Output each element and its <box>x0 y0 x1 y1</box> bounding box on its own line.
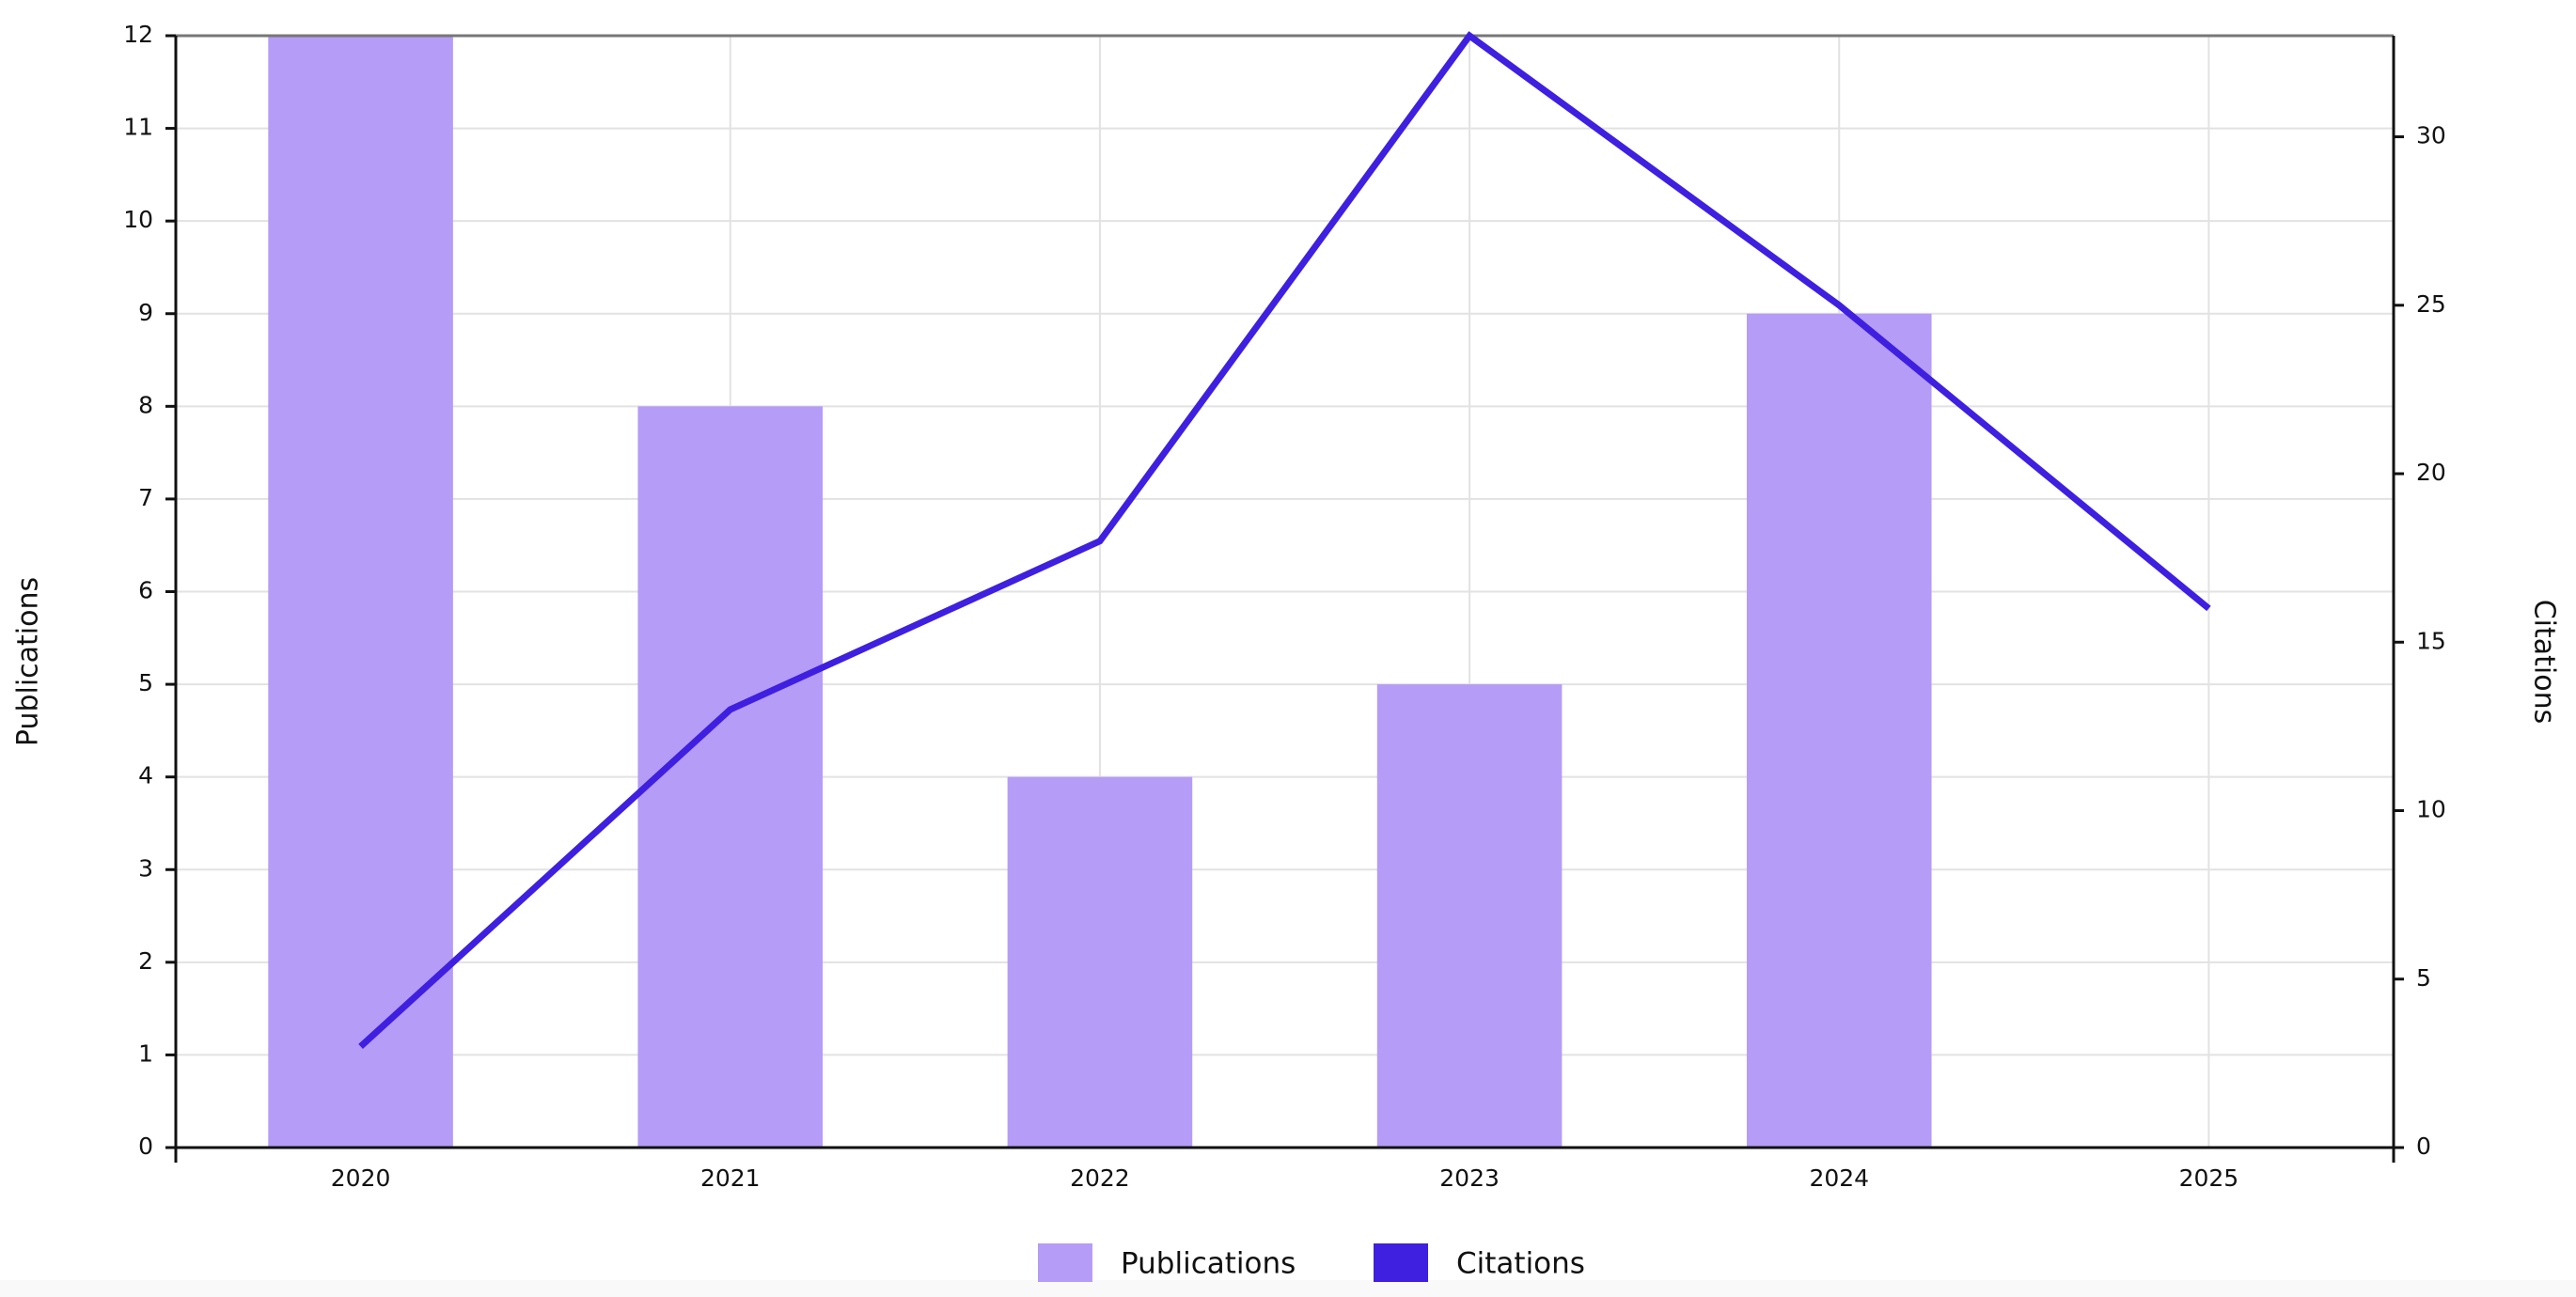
footer-strip <box>0 1280 2576 1297</box>
x-tick-label: 2023 <box>1439 1164 1500 1192</box>
line <box>358 31 2211 1050</box>
y2-tick-label: 0 <box>2416 1133 2431 1160</box>
x-tick-label: 2022 <box>1070 1164 1130 1192</box>
y-tick-label: 6 <box>138 577 153 604</box>
y2-tick-label: 20 <box>2416 459 2446 486</box>
x-tick-label: 2021 <box>700 1164 761 1192</box>
y-tick-label: 11 <box>123 114 153 141</box>
y2-tick-label: 30 <box>2416 122 2446 149</box>
y2-tick-label: 25 <box>2416 290 2446 318</box>
bar <box>637 406 824 1148</box>
legend-swatch <box>1374 1243 1428 1282</box>
legend-label: Citations <box>1456 1247 1585 1281</box>
y-tick-label: 8 <box>138 391 153 418</box>
bar <box>1376 684 1563 1148</box>
y-tick-label: 2 <box>138 947 153 975</box>
x-tick-label: 2025 <box>2179 1164 2239 1192</box>
y-tick-label: 12 <box>123 21 153 48</box>
bar <box>1746 313 1932 1148</box>
y2-tick-label: 5 <box>2416 964 2431 992</box>
y2-tick-label: 10 <box>2416 796 2446 823</box>
legend-swatch <box>1038 1243 1092 1282</box>
bar <box>1007 776 1193 1148</box>
legend-label: Publications <box>1121 1247 1296 1281</box>
y-tick-label: 5 <box>138 669 153 696</box>
y-axis-title: Publications <box>12 577 45 746</box>
y2-tick-label: 15 <box>2416 627 2446 654</box>
y-tick-label: 7 <box>138 484 153 511</box>
y-tick-label: 9 <box>138 299 153 326</box>
y-tick-label: 4 <box>138 762 153 789</box>
y-tick-label: 0 <box>138 1133 153 1160</box>
y-tick-label: 3 <box>138 854 153 882</box>
y2-axis-title: Citations <box>2528 600 2561 725</box>
y-tick-label: 1 <box>138 1039 153 1067</box>
y-tick-label: 10 <box>123 206 153 233</box>
x-tick-label: 2020 <box>331 1164 391 1192</box>
x-tick-label: 2024 <box>1809 1164 1869 1192</box>
bar <box>268 36 453 1148</box>
